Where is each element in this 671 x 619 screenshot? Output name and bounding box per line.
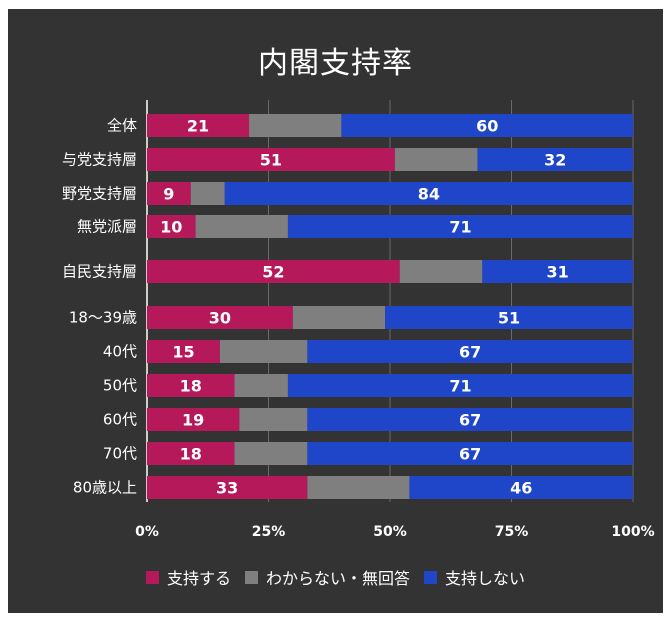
bar-segment-unknown [219, 340, 308, 363]
data-label: 18 [180, 377, 202, 396]
legend-swatch [145, 570, 159, 584]
bar-segment-support [147, 374, 235, 397]
bar-segment-not-support [224, 182, 633, 205]
bar-segment-support [147, 442, 235, 465]
bar-segment-unknown [399, 260, 483, 283]
data-label: 10 [160, 218, 182, 237]
data-label: 33 [216, 479, 238, 498]
data-label: 31 [547, 263, 569, 282]
bar-segment-unknown [239, 408, 308, 431]
bar-segment-support [147, 476, 308, 499]
bar-segment-support [147, 215, 196, 238]
legend: 支持する わからない・無回答 支持しない [0, 565, 671, 589]
bar-segment-not-support [409, 476, 633, 499]
legend-item: わからない・無回答 [244, 565, 410, 589]
bar-segment-not-support [307, 340, 633, 363]
legend-item: 支持しない [424, 565, 525, 589]
category-label: 野党支持層 [62, 185, 137, 203]
category-label: 自民支持層 [62, 263, 137, 281]
bar-segment-not-support [341, 114, 633, 137]
bar-segment-not-support [385, 306, 633, 329]
data-label: 51 [260, 151, 282, 170]
bar-segment-not-support [307, 408, 633, 431]
category-label: 無党派層 [77, 218, 137, 236]
bar-segment-unknown [234, 442, 308, 465]
bar-segment-support [147, 114, 250, 137]
legend-swatch [424, 570, 437, 584]
legend-item: 支持する [145, 565, 231, 589]
data-label: 15 [172, 343, 194, 362]
bar-segment-not-support [287, 215, 633, 238]
data-label: 18 [180, 445, 202, 464]
data-label: 52 [262, 263, 284, 282]
data-label: 51 [498, 309, 520, 328]
category-label: 50代 [103, 377, 137, 395]
bar-segment-support [147, 260, 400, 283]
data-label: 21 [187, 117, 209, 136]
data-label: 67 [459, 445, 481, 464]
x-tick-label: 0% [135, 524, 159, 540]
legend-label: わからない・無回答 [265, 569, 410, 588]
bar-segment-support [147, 182, 191, 205]
data-label: 19 [182, 411, 204, 430]
bar-segment-unknown [292, 306, 386, 329]
bar-segment-not-support [307, 442, 633, 465]
data-label: 30 [209, 309, 231, 328]
bar-segment-not-support [482, 260, 633, 283]
data-label: 71 [449, 377, 471, 396]
data-label: 9 [163, 185, 174, 204]
category-label: 70代 [103, 445, 137, 463]
legend-label: 支持する [166, 569, 231, 588]
category-label: 60代 [103, 411, 137, 429]
x-tick-label: 25% [252, 524, 286, 540]
chart-title: 内閣支持率 [258, 46, 413, 81]
data-label: 84 [418, 185, 440, 204]
bar-segment-unknown [394, 148, 478, 171]
category-label: 40代 [103, 343, 137, 361]
data-label: 67 [459, 343, 481, 362]
bar-segment-unknown [307, 476, 410, 499]
data-label: 71 [449, 218, 471, 237]
bar-segment-not-support [477, 148, 633, 171]
legend-label: 支持しない [445, 569, 526, 588]
category-label: 全体 [107, 117, 137, 135]
legend-swatch [244, 570, 258, 584]
bar-segment-support [147, 306, 293, 329]
bar-segment-unknown [190, 182, 225, 205]
data-label: 46 [510, 479, 532, 498]
bar-segment-support [147, 148, 395, 171]
bar-segment-not-support [287, 374, 633, 397]
data-label: 32 [544, 151, 566, 170]
bar-segment-support [147, 340, 220, 363]
x-tick-label: 75% [495, 524, 529, 540]
x-tick-label: 100% [611, 524, 654, 540]
category-label: 18〜39歳 [69, 309, 137, 327]
bar-segment-support [147, 408, 240, 431]
bar-segment-unknown [249, 114, 342, 137]
x-tick-label: 50% [373, 524, 407, 540]
category-label: 与党支持層 [62, 151, 137, 169]
data-label: 60 [476, 117, 498, 136]
category-label: 80歳以上 [73, 479, 137, 497]
data-label: 67 [459, 411, 481, 430]
bar-segment-unknown [195, 215, 288, 238]
bar-segment-unknown [234, 374, 288, 397]
